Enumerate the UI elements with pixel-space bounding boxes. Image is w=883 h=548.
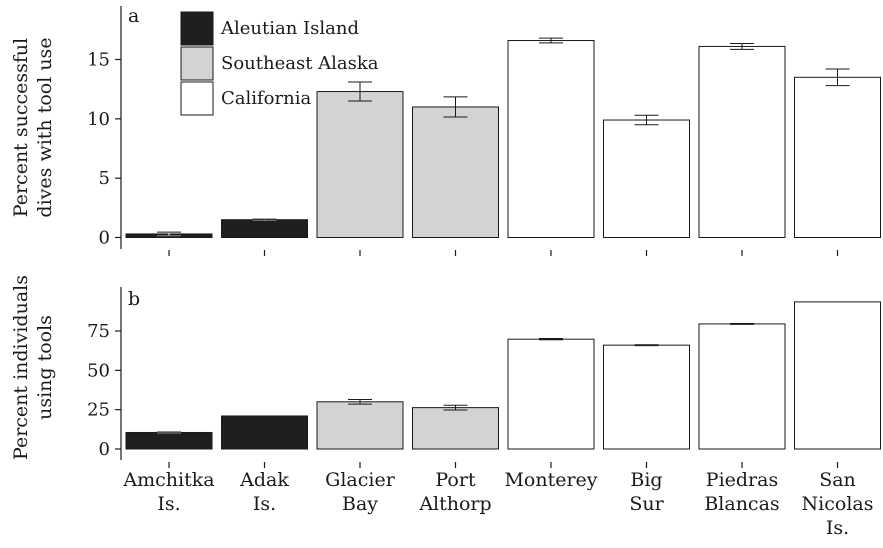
legend-swatch xyxy=(180,81,214,116)
x-tick-label: Amchitka Is. xyxy=(122,469,214,515)
bar xyxy=(603,344,690,450)
x-tick-label-line: Port xyxy=(435,469,476,491)
x-tick-label-line: Amchitka xyxy=(122,469,214,491)
y-tick-label: 50 xyxy=(87,360,110,381)
bar xyxy=(698,45,786,238)
x-tick-label-line: Sur xyxy=(629,493,664,515)
x-tick-label: Piedras Blancas xyxy=(704,469,779,515)
x-tick-label-line: San xyxy=(819,469,856,491)
bar xyxy=(507,40,595,238)
x-tick-label-line: Althorp xyxy=(418,493,491,515)
x-tick-label: Monterey xyxy=(504,469,597,491)
legend-label: Aleutian Island xyxy=(220,18,359,39)
bar xyxy=(794,76,881,238)
y-tick-label: 75 xyxy=(87,321,110,342)
y-tick-label: 0 xyxy=(99,439,110,460)
x-tick-label-line: Nicolas xyxy=(802,493,874,515)
bar xyxy=(316,401,404,450)
bar xyxy=(603,119,690,238)
bar xyxy=(794,301,881,450)
y-axis-label-line: Percent successful xyxy=(10,38,32,217)
y-axis-label-line: Percent individuals xyxy=(10,275,32,460)
legend-swatch xyxy=(180,11,214,46)
bar xyxy=(221,219,308,238)
bar xyxy=(507,338,595,450)
legend: Aleutian Island Southeast Alaska Californi… xyxy=(180,11,379,116)
y-axis-label-line: using tools xyxy=(34,315,56,420)
legend-label: California xyxy=(221,88,311,109)
y-axis-label: Percent successful dives with tool use xyxy=(10,37,56,217)
x-tick-label: San Nicolas Is. xyxy=(802,469,874,539)
y-tick-label: 5 xyxy=(99,168,110,189)
bar xyxy=(698,323,786,450)
y-tick-label: 25 xyxy=(87,400,110,421)
x-tick-label-line: Adak xyxy=(239,469,289,491)
x-tick-label-line: Is. xyxy=(253,493,276,515)
x-tick-label-line: Big xyxy=(630,469,662,491)
panel-label: b xyxy=(128,288,140,310)
legend-label: Southeast Alaska xyxy=(221,53,379,74)
bar xyxy=(412,106,499,239)
x-tick-label-line: Piedras xyxy=(706,469,778,491)
legend-swatch xyxy=(180,46,214,81)
x-tick-label: Glacier Bay xyxy=(325,469,396,515)
panel-a: 0 5 10 15 Percent successful dives with tool … xyxy=(10,5,881,256)
bar xyxy=(221,415,308,450)
y-tick-label: 15 xyxy=(87,50,110,71)
x-tick-label-line: Bay xyxy=(342,493,378,515)
x-tick-label-line: Is. xyxy=(826,517,849,539)
bar xyxy=(125,431,213,450)
x-tick-label-line: Glacier xyxy=(325,469,396,491)
y-tick-label: 0 xyxy=(99,228,110,249)
bar xyxy=(316,91,404,239)
bar xyxy=(412,407,499,450)
x-tick-label-line: Blancas xyxy=(704,493,779,515)
x-tick-label: Big Sur xyxy=(629,469,664,515)
x-tick-label: Port Althorp xyxy=(418,469,491,515)
y-tick-label: 10 xyxy=(87,109,110,130)
panel-b: 0 25 50 75 Percent individuals using tools b Am… xyxy=(10,275,881,539)
x-tick-label-line: Monterey xyxy=(504,469,597,491)
x-tick-label: Adak Is. xyxy=(239,469,289,515)
x-tick-label-line: Is. xyxy=(157,493,180,515)
y-axis-label: Percent individuals using tools xyxy=(10,275,56,460)
y-axis-label-line: dives with tool use xyxy=(34,37,56,217)
panel-label: a xyxy=(128,5,139,27)
